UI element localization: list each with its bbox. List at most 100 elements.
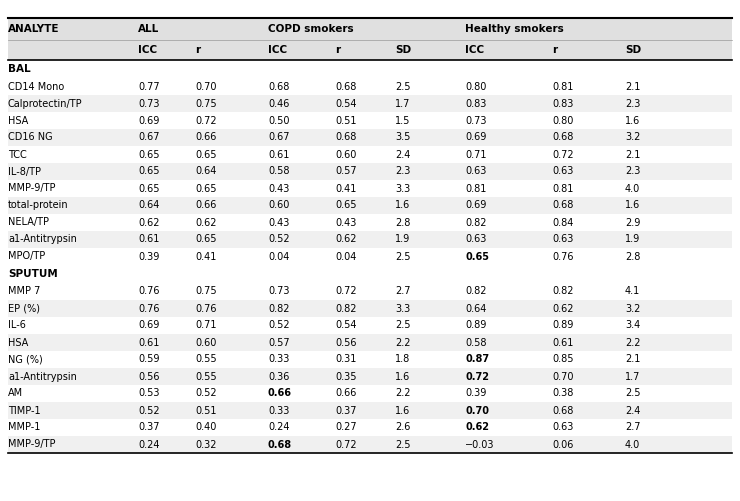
Text: 0.71: 0.71 <box>195 321 217 331</box>
Text: 2.3: 2.3 <box>395 166 411 176</box>
Text: 0.43: 0.43 <box>268 183 289 193</box>
Text: 0.68: 0.68 <box>335 82 357 92</box>
Text: 0.65: 0.65 <box>138 166 160 176</box>
Text: 2.4: 2.4 <box>625 405 640 415</box>
Text: 2.7: 2.7 <box>395 287 411 297</box>
Text: 0.41: 0.41 <box>335 183 357 193</box>
Text: IL-6: IL-6 <box>8 321 26 331</box>
Text: TCC: TCC <box>8 149 27 159</box>
Text: 0.65: 0.65 <box>195 149 217 159</box>
Text: 0.80: 0.80 <box>465 82 486 92</box>
Text: 0.63: 0.63 <box>552 166 574 176</box>
Text: 0.64: 0.64 <box>138 200 159 210</box>
Text: 0.53: 0.53 <box>138 388 160 398</box>
Text: 3.3: 3.3 <box>395 183 410 193</box>
Text: TIMP-1: TIMP-1 <box>8 405 41 415</box>
Text: 0.51: 0.51 <box>195 405 217 415</box>
Text: 0.36: 0.36 <box>268 372 289 381</box>
Text: 0.63: 0.63 <box>552 422 574 432</box>
Text: 0.72: 0.72 <box>465 372 489 381</box>
Text: 4.0: 4.0 <box>625 439 640 449</box>
Text: 0.57: 0.57 <box>335 166 357 176</box>
Text: 0.58: 0.58 <box>465 338 486 348</box>
Text: MMP-9/TP: MMP-9/TP <box>8 439 56 449</box>
Text: 0.69: 0.69 <box>138 321 159 331</box>
Text: 3.2: 3.2 <box>625 132 640 142</box>
Text: NG (%): NG (%) <box>8 355 43 365</box>
Text: ANALYTE: ANALYTE <box>8 24 59 34</box>
Text: SD: SD <box>625 45 641 55</box>
Text: 1.8: 1.8 <box>395 355 410 365</box>
Text: 0.85: 0.85 <box>552 355 574 365</box>
Text: 0.69: 0.69 <box>138 116 159 125</box>
Text: 0.67: 0.67 <box>138 132 160 142</box>
Bar <box>8 248 732 265</box>
Text: 2.6: 2.6 <box>395 422 411 432</box>
Bar <box>8 129 732 146</box>
Text: 2.2: 2.2 <box>625 338 641 348</box>
Text: 0.80: 0.80 <box>552 116 574 125</box>
Bar <box>8 317 732 334</box>
Text: 0.72: 0.72 <box>335 287 357 297</box>
Text: a1-Antitrypsin: a1-Antitrypsin <box>8 234 77 244</box>
Text: 0.75: 0.75 <box>195 99 217 109</box>
Text: 0.51: 0.51 <box>335 116 357 125</box>
Text: CD14 Mono: CD14 Mono <box>8 82 64 92</box>
Text: 0.81: 0.81 <box>465 183 486 193</box>
Text: 2.8: 2.8 <box>625 252 640 262</box>
Text: 2.5: 2.5 <box>625 388 641 398</box>
Text: 0.04: 0.04 <box>335 252 357 262</box>
Text: HSA: HSA <box>8 116 28 125</box>
Text: 1.7: 1.7 <box>395 99 411 109</box>
Text: 0.72: 0.72 <box>195 116 217 125</box>
Text: Calprotectin/TP: Calprotectin/TP <box>8 99 83 109</box>
Text: 2.3: 2.3 <box>625 99 640 109</box>
Bar <box>8 180 732 197</box>
Text: 0.46: 0.46 <box>268 99 289 109</box>
Text: 1.7: 1.7 <box>625 372 640 381</box>
Text: 0.82: 0.82 <box>465 217 486 227</box>
Text: 0.82: 0.82 <box>335 304 357 314</box>
Text: 1.6: 1.6 <box>395 200 410 210</box>
Text: 0.64: 0.64 <box>195 166 216 176</box>
Text: 0.66: 0.66 <box>195 132 216 142</box>
Text: 0.76: 0.76 <box>138 304 160 314</box>
Text: 0.66: 0.66 <box>195 200 216 210</box>
Text: 0.69: 0.69 <box>465 200 486 210</box>
Text: 0.76: 0.76 <box>552 252 574 262</box>
Text: 0.54: 0.54 <box>335 321 357 331</box>
Text: 2.2: 2.2 <box>395 388 411 398</box>
Text: ALL: ALL <box>138 24 159 34</box>
Bar <box>8 436 732 453</box>
Text: 0.76: 0.76 <box>195 304 217 314</box>
Text: 0.72: 0.72 <box>335 439 357 449</box>
Text: 0.43: 0.43 <box>268 217 289 227</box>
Text: ICC: ICC <box>465 45 484 55</box>
Text: ICC: ICC <box>268 45 287 55</box>
Text: 0.65: 0.65 <box>138 183 160 193</box>
Text: 0.76: 0.76 <box>138 287 160 297</box>
Text: 3.3: 3.3 <box>395 304 410 314</box>
Text: MMP-1: MMP-1 <box>8 422 41 432</box>
Text: 4.0: 4.0 <box>625 183 640 193</box>
Text: 0.52: 0.52 <box>268 234 289 244</box>
Text: 2.1: 2.1 <box>625 149 640 159</box>
Text: 0.77: 0.77 <box>138 82 160 92</box>
Text: BAL: BAL <box>8 64 30 74</box>
Text: MPO/TP: MPO/TP <box>8 252 45 262</box>
Text: 2.8: 2.8 <box>395 217 411 227</box>
Text: 0.62: 0.62 <box>465 422 489 432</box>
Text: 2.5: 2.5 <box>395 82 411 92</box>
Text: 0.57: 0.57 <box>268 338 289 348</box>
Text: 0.24: 0.24 <box>138 439 160 449</box>
Text: 0.41: 0.41 <box>195 252 216 262</box>
Text: 0.38: 0.38 <box>552 388 574 398</box>
Text: Healthy smokers: Healthy smokers <box>465 24 564 34</box>
Text: 0.33: 0.33 <box>268 355 289 365</box>
Text: 0.81: 0.81 <box>552 183 574 193</box>
Text: 0.32: 0.32 <box>195 439 217 449</box>
Text: 3.4: 3.4 <box>625 321 640 331</box>
Text: 0.52: 0.52 <box>138 405 160 415</box>
Text: 0.62: 0.62 <box>335 234 357 244</box>
Text: 0.56: 0.56 <box>335 338 357 348</box>
